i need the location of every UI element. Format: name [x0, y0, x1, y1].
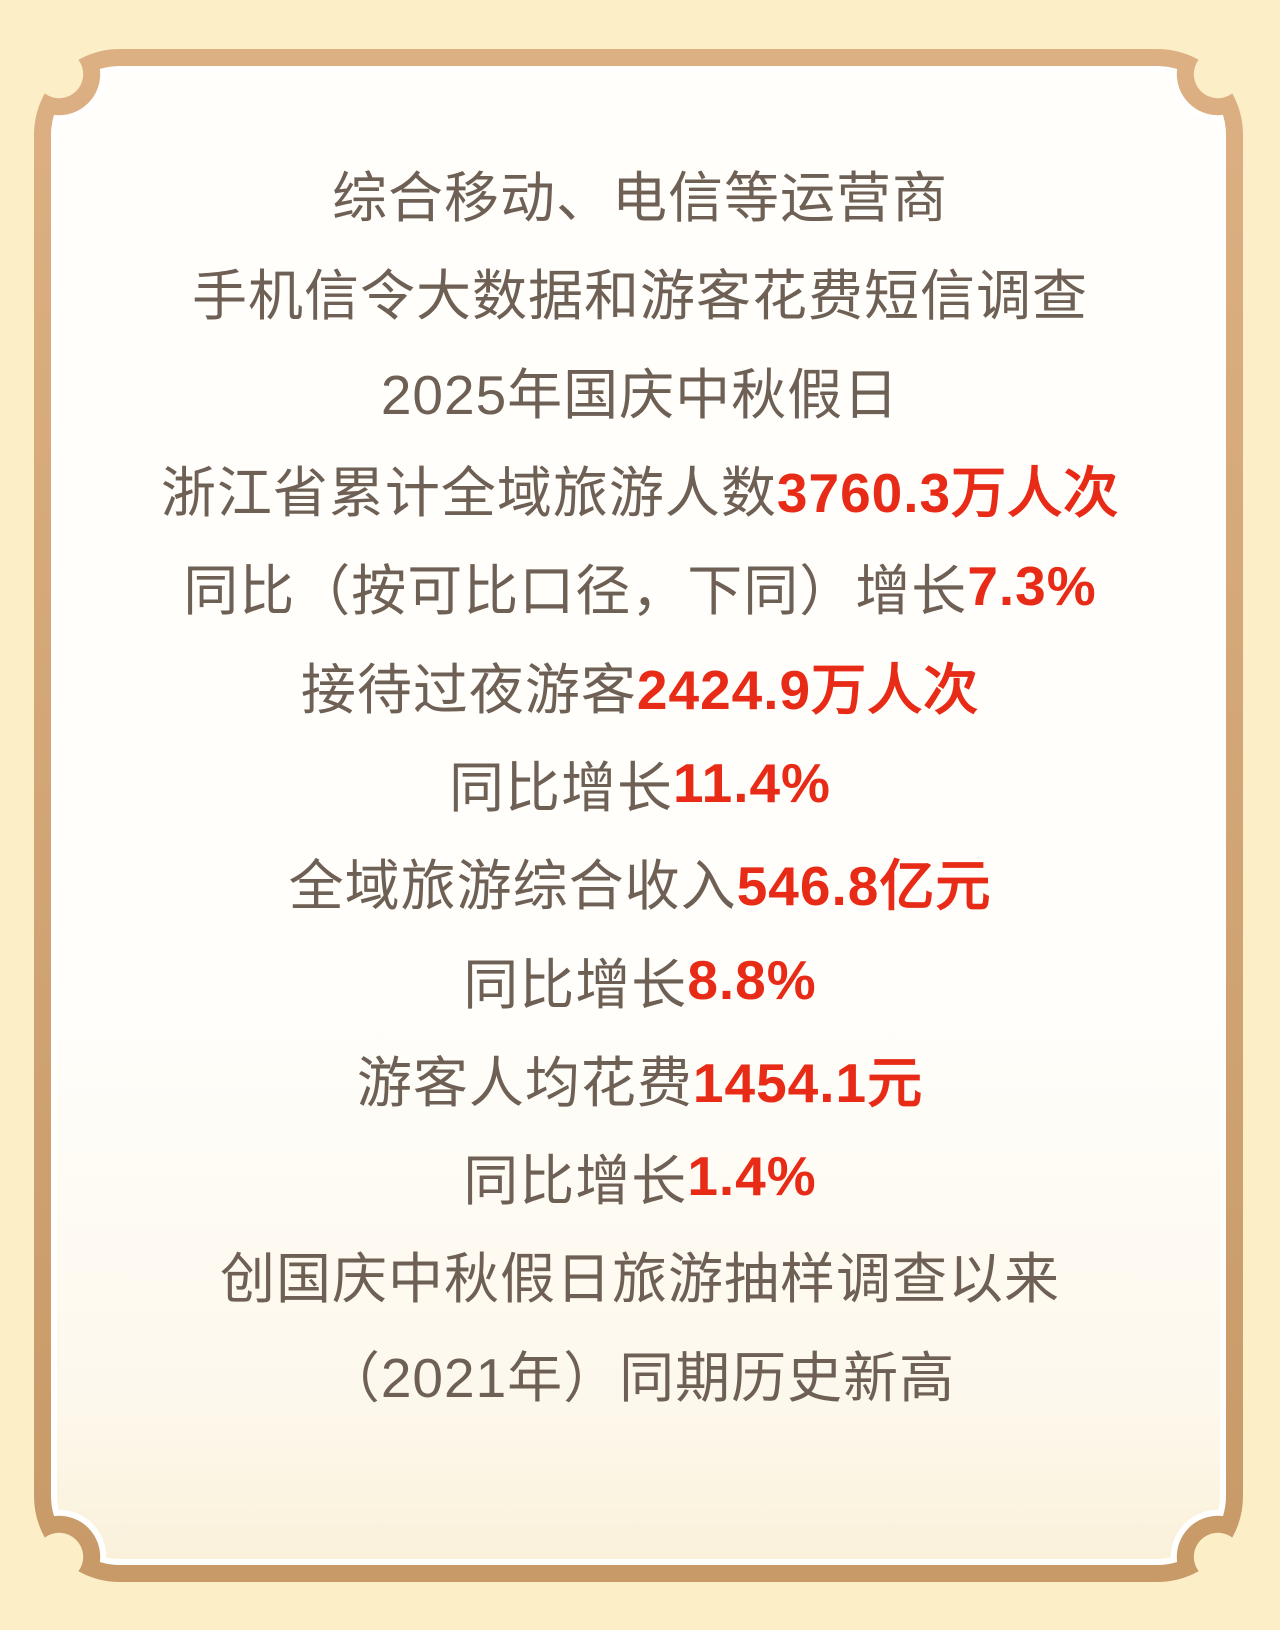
statistics-text-block: 综合移动、电信等运营商手机信令大数据和游客花费短信调查 2025年国庆中秋假日浙江…: [60, 144, 1220, 1422]
stat-label: 创国庆中秋假日旅游抽样调查以来: [219, 1248, 1060, 1311]
stat-value: 546.8亿元: [736, 855, 992, 918]
stat-label: 同比（按可比口径，下同）增长: [183, 560, 968, 623]
text-line: 同比增长 1.4%: [60, 1127, 1220, 1225]
text-line: 同比增长 11.4%: [60, 734, 1220, 832]
text-line: （2021年）同期历史新高: [60, 1324, 1220, 1422]
stat-label: 全域旅游综合收入: [288, 855, 737, 918]
stat-value: 2424.9万人次: [636, 658, 980, 721]
text-line: 同比增长 8.8%: [60, 930, 1220, 1028]
text-line: 游客人均花费 1454.1元: [60, 1029, 1220, 1127]
stat-label: 游客人均花费: [356, 1051, 693, 1114]
frame-panel: [56, 71, 1220, 1559]
stat-value: 1.4%: [687, 1145, 817, 1208]
text-line: 手机信令大数据和游客花费短信调查: [60, 242, 1220, 340]
stat-label: 同比增长: [463, 953, 688, 1016]
stat-value: 7.3%: [967, 555, 1097, 618]
stat-label: 综合移动、电信等运营商: [331, 167, 948, 230]
text-line: 2025年国庆中秋假日: [60, 341, 1220, 439]
stat-label: 浙江省累计全域旅游人数: [160, 462, 777, 525]
text-line: 创国庆中秋假日旅游抽样调查以来: [60, 1225, 1220, 1323]
stat-label: 同比增长: [449, 756, 674, 819]
stat-value: 8.8%: [687, 948, 817, 1011]
stat-value: 11.4%: [673, 751, 831, 814]
text-line: 接待过夜游客 2424.9万人次: [60, 635, 1220, 733]
stat-label: 同比增长: [463, 1150, 688, 1213]
text-line: 同比（按可比口径，下同）增长 7.3%: [60, 537, 1220, 635]
stat-value: 1454.1元: [692, 1051, 924, 1114]
text-line: 综合移动、电信等运营商: [60, 144, 1220, 242]
text-line: 浙江省累计全域旅游人数 3760.3万人次: [60, 439, 1220, 537]
stat-label: 2025年国庆中秋假日: [380, 363, 900, 426]
stat-label: 接待过夜游客: [300, 658, 637, 721]
stat-label: 手机信令大数据和游客花费短信调查: [191, 265, 1088, 328]
stat-value: 3760.3万人次: [776, 462, 1120, 525]
stat-label: （2021年）同期历史新高: [324, 1346, 956, 1409]
text-line: 全域旅游综合收入 546.8亿元: [60, 832, 1220, 930]
